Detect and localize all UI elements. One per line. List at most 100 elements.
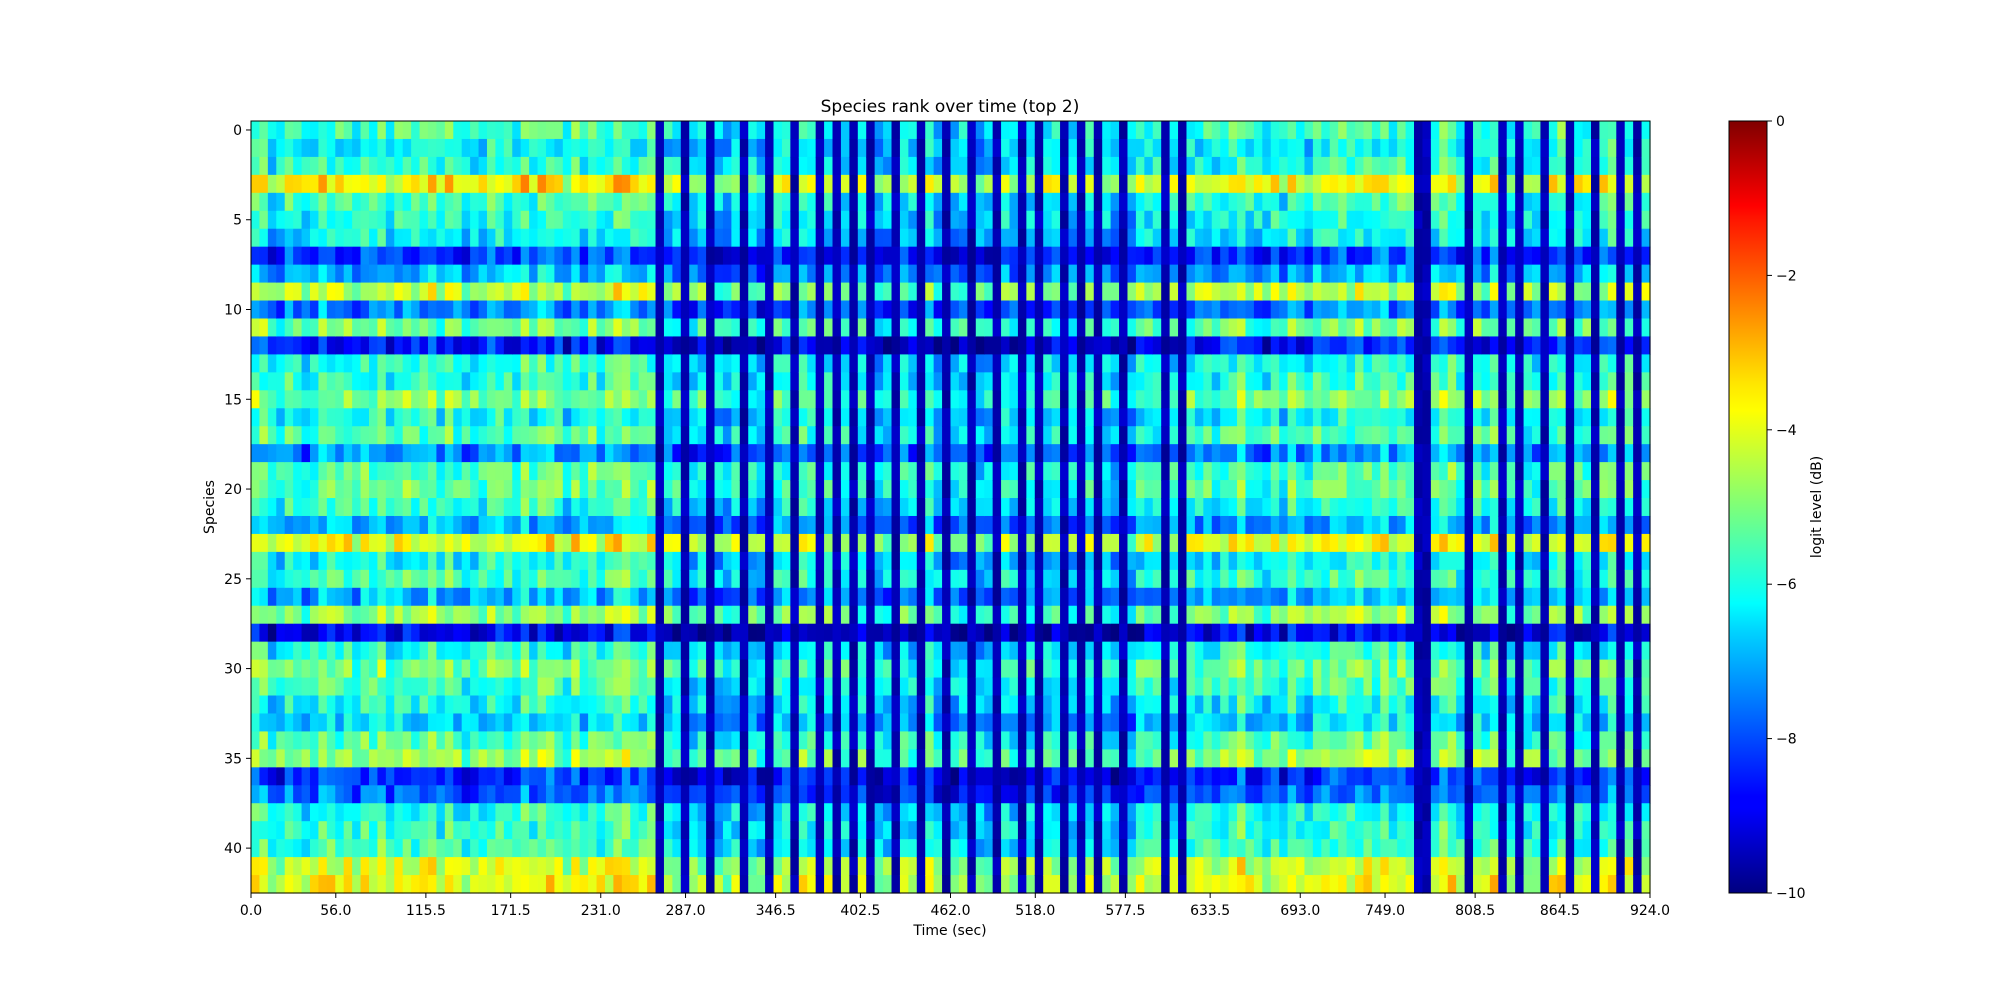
heatmap-cell	[402, 174, 412, 194]
heatmap-cell	[1211, 785, 1221, 804]
heatmap-cell	[992, 372, 1002, 391]
heatmap-cell	[520, 372, 530, 391]
heatmap-cell	[731, 121, 741, 140]
heatmap-cell	[1093, 695, 1103, 715]
heatmap-cell	[891, 480, 901, 499]
heatmap-cell	[748, 713, 758, 733]
heatmap-cell	[545, 677, 555, 697]
heatmap-cell	[899, 210, 909, 230]
heatmap-cell	[1135, 821, 1145, 840]
heatmap-cell	[554, 785, 564, 804]
heatmap-cell	[925, 264, 935, 284]
heatmap-cell	[301, 767, 311, 786]
heatmap-cell	[554, 354, 564, 373]
heatmap-cell	[950, 587, 960, 607]
heatmap-cell	[529, 569, 539, 589]
heatmap-cell	[402, 551, 412, 571]
heatmap-cell	[950, 659, 960, 679]
heatmap-cell	[1001, 300, 1011, 320]
heatmap-cell	[1152, 462, 1162, 481]
heatmap-cell	[512, 839, 522, 858]
heatmap-cell	[503, 641, 513, 661]
heatmap-cell	[1051, 372, 1061, 391]
heatmap-cell	[933, 749, 943, 768]
heatmap-cell	[1211, 749, 1221, 768]
heatmap-cell	[360, 767, 370, 786]
heatmap-cell	[925, 533, 935, 553]
heatmap-cell	[722, 587, 732, 607]
heatmap-cell	[478, 264, 488, 284]
heatmap-cell	[503, 390, 513, 409]
heatmap-cell	[604, 749, 614, 768]
heatmap-cell	[1203, 156, 1213, 176]
heatmap-cell	[773, 426, 783, 445]
heatmap-cell	[992, 785, 1002, 804]
heatmap-cell	[1152, 857, 1162, 876]
heatmap-cell	[562, 138, 572, 158]
heatmap-cell	[1203, 480, 1213, 499]
heatmap-cell	[377, 138, 387, 158]
heatmap-cell	[267, 623, 277, 643]
heatmap-cell	[672, 731, 682, 750]
heatmap-cell	[722, 462, 732, 481]
heatmap-cell	[486, 372, 497, 391]
heatmap-cell	[815, 121, 825, 140]
heatmap-cell	[714, 192, 724, 212]
heatmap-cell	[672, 569, 682, 589]
heatmap-cell	[394, 551, 404, 571]
heatmap-cell	[748, 605, 758, 625]
heatmap-cell	[368, 803, 379, 822]
heatmap-cell	[411, 444, 421, 463]
heatmap-cell	[444, 857, 454, 876]
heatmap-cell	[756, 569, 766, 589]
heatmap-cell	[849, 749, 859, 768]
heatmap-cell	[672, 587, 682, 607]
heatmap-cell	[942, 121, 952, 140]
heatmap-cell	[798, 354, 808, 373]
heatmap-cell	[866, 210, 876, 230]
heatmap-cell	[293, 426, 303, 445]
heatmap-cell	[1220, 677, 1230, 697]
heatmap-cell	[1203, 372, 1213, 391]
heatmap-cell	[478, 533, 488, 553]
heatmap-cell	[453, 713, 463, 733]
heatmap-cell	[318, 444, 328, 463]
heatmap-cell	[916, 587, 926, 607]
heatmap-cell	[1001, 282, 1011, 302]
heatmap-cell	[394, 713, 404, 733]
heatmap-cell	[411, 210, 421, 230]
heatmap-cell	[1001, 803, 1011, 822]
heatmap-cell	[486, 587, 497, 607]
heatmap-cell	[916, 515, 926, 535]
heatmap-cell	[773, 785, 783, 804]
heatmap-cell	[478, 749, 488, 768]
heatmap-cell	[790, 300, 800, 320]
heatmap-cell	[588, 875, 598, 894]
heatmap-cell	[992, 426, 1002, 445]
heatmap-cell	[335, 713, 345, 733]
heatmap-cell	[1144, 282, 1154, 302]
heatmap-cell	[1194, 318, 1204, 338]
heatmap-cell	[368, 785, 379, 804]
heatmap-cell	[1194, 480, 1204, 499]
heatmap-cell	[385, 821, 395, 840]
heatmap-cell	[419, 426, 429, 445]
heatmap-cell	[958, 210, 968, 230]
heatmap-cell	[849, 731, 859, 750]
heatmap-cell	[832, 803, 842, 822]
heatmap-cell	[571, 264, 581, 284]
heatmap-cell	[857, 228, 867, 248]
heatmap-cell	[318, 713, 328, 733]
heatmap-cell	[267, 372, 277, 391]
heatmap-cell	[1026, 282, 1036, 302]
heatmap-cell	[748, 462, 758, 481]
heatmap-cell	[284, 192, 294, 212]
heatmap-cell	[840, 121, 850, 140]
heatmap-cell	[832, 569, 842, 589]
heatmap-cell	[942, 336, 952, 355]
heatmap-cell	[368, 587, 379, 607]
heatmap-cell	[545, 192, 555, 212]
heatmap-cell	[1135, 605, 1145, 625]
heatmap-cell	[596, 192, 606, 212]
heatmap-cell	[385, 156, 395, 176]
